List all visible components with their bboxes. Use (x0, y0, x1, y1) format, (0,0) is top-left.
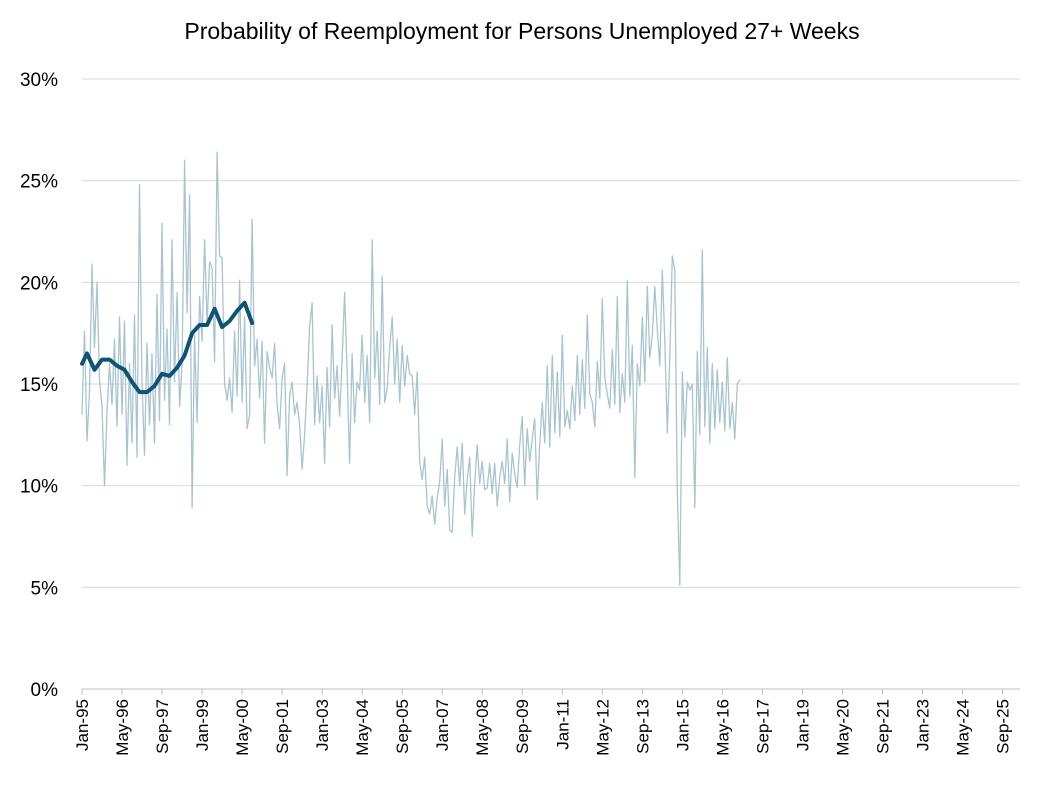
x-tick-label: Sep-01 (273, 699, 292, 754)
series-lines (80, 151, 741, 586)
y-tick-label: 15% (20, 375, 58, 396)
y-tick-label: 25% (20, 172, 58, 193)
x-tick-label: Sep-97 (153, 699, 172, 754)
y-tick-label: 10% (20, 477, 58, 498)
x-tick-label: Sep-05 (393, 699, 412, 754)
y-tick-label: 0% (31, 680, 59, 701)
x-tick-label: May-16 (713, 699, 732, 756)
x-tick-label: Jan-99 (193, 699, 212, 751)
y-tick-label: 5% (31, 578, 59, 599)
x-tick-label: Jan-07 (433, 699, 452, 751)
x-tick-label: Jan-23 (913, 699, 932, 751)
x-tick-label: May-24 (953, 699, 972, 756)
x-tick-label: Sep-13 (633, 699, 652, 754)
x-tick-label: Jan-03 (313, 699, 332, 751)
smoothed-series-line (80, 300, 255, 395)
monthly-series-line (81, 151, 741, 586)
x-tick-label: Sep-21 (873, 699, 892, 754)
x-tick-label: Jan-11 (553, 699, 572, 750)
y-axis-ticks: 0% 5% 10% 15% 20% 25% 30% (20, 70, 58, 701)
x-tick-label: Jan-15 (673, 699, 692, 751)
x-axis-ticks: Jan-95 May-96 Sep-97 Jan-99 May-00 Sep-01 Jan-… (73, 689, 1012, 756)
chart-title: Probability of Reemployment for Persons … (184, 18, 860, 44)
x-tick-label: May-96 (113, 699, 132, 756)
y-tick-label: 20% (20, 273, 58, 294)
x-tick-label: Jan-19 (793, 699, 812, 751)
x-tick-label: Jan-95 (73, 699, 92, 751)
x-tick-label: May-00 (233, 699, 252, 756)
x-tick-label: May-12 (593, 699, 612, 756)
x-tick-label: Sep-25 (993, 699, 1012, 754)
y-tick-label: 30% (20, 70, 58, 91)
x-tick-label: Sep-17 (753, 699, 772, 754)
x-tick-label: May-08 (473, 699, 492, 756)
x-tick-label: Sep-09 (513, 699, 532, 754)
x-tick-label: May-20 (833, 699, 852, 756)
x-tick-label: May-04 (353, 699, 372, 756)
